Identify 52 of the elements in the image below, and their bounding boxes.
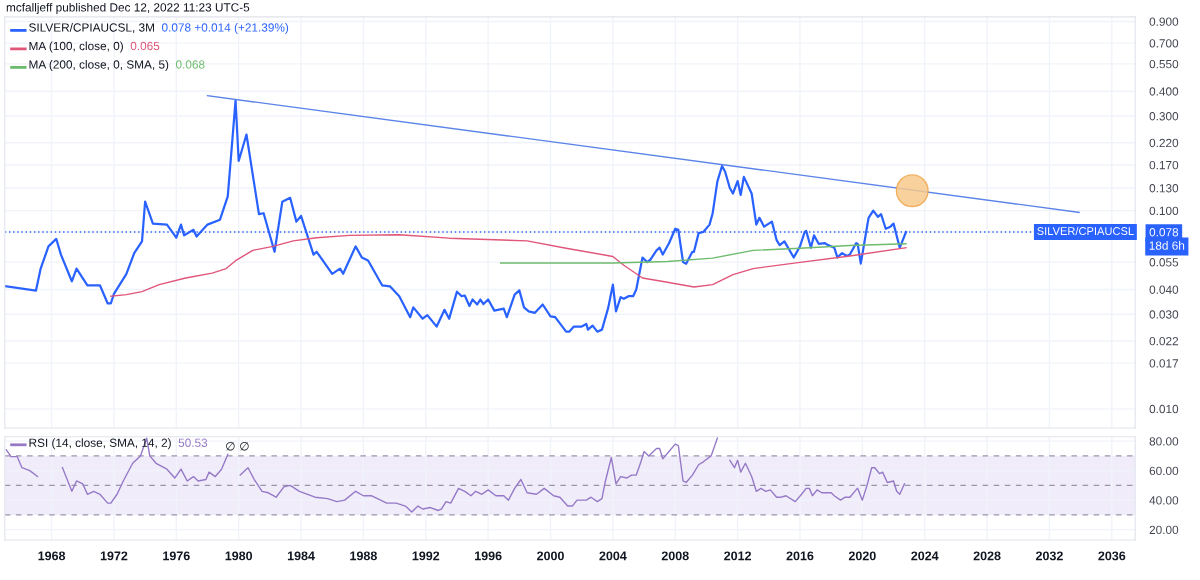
line-series <box>110 234 907 297</box>
y-tick-label: 0.400 <box>1149 87 1179 96</box>
x-tick-label: 2000 <box>537 551 564 561</box>
annotation: ∅ ∅ <box>226 441 249 451</box>
y-tick-label: 0.022 <box>1149 336 1179 346</box>
x-tick-label: 1992 <box>412 551 440 561</box>
x-tick-label: 2008 <box>661 551 689 561</box>
x-tick-label: 2032 <box>1035 551 1063 561</box>
y-tick-label: 0.700 <box>1149 39 1179 48</box>
x-tick-label: 1996 <box>475 551 502 561</box>
legend-label: RSI (14, close, SMA, 14, 2) <box>29 438 171 450</box>
y-tick-label: 80.00 <box>1149 437 1179 446</box>
x-tick-label: 2024 <box>911 551 939 561</box>
legend-label: SILVER/CPIAUCSL, 3M <box>29 22 154 34</box>
x-tick-label: 2016 <box>786 551 814 561</box>
x-tick-label: 1976 <box>163 551 190 561</box>
x-tick-label: 2012 <box>724 551 752 561</box>
annotation: 50.53 <box>178 438 208 447</box>
x-tick-label: 1968 <box>38 551 66 561</box>
y-tick-label: 0.040 <box>1149 285 1179 294</box>
x-tick-label: 1984 <box>287 551 315 561</box>
y-tick-label: 40.00 <box>1149 496 1179 505</box>
annotation: 0.078 +0.014 (+21.39%) <box>161 22 289 34</box>
x-tick-label: 1980 <box>225 551 253 561</box>
y-tick-label: 60.00 <box>1149 466 1179 476</box>
y-tick-label: 0.300 <box>1149 112 1179 121</box>
x-tick-label: 2004 <box>599 551 627 561</box>
ref-line-label: SILVER/CPIAUCSL <box>1037 226 1134 235</box>
x-tick-label: 1988 <box>350 551 377 561</box>
line-series <box>499 243 907 264</box>
x-tick-label: 2020 <box>848 551 876 561</box>
y-tick-label: 0.100 <box>1149 206 1179 216</box>
y-tick-label: 20.00 <box>1149 525 1179 535</box>
y-tick-label: 0.170 <box>1149 160 1179 170</box>
legend-label: MA (100, close, 0) <box>29 41 123 53</box>
y-tick-label: 0.030 <box>1149 310 1179 319</box>
x-tick-label: 2036 <box>1098 551 1126 561</box>
y-tick-label: 0.017 <box>1149 359 1179 368</box>
legend-label: MA (200, close, 0, SMA, 5) <box>29 60 169 71</box>
y-tick-label: 0.550 <box>1149 59 1179 69</box>
text: 18d 6h <box>1149 241 1185 250</box>
y-tick-label: 0.055 <box>1149 258 1179 267</box>
x-tick-label: 1972 <box>100 551 128 561</box>
chart-title: mcfalljeff published Dec 12, 2022 11:23 UTC-5 <box>6 2 250 14</box>
y-tick-label: 0.078 <box>1149 228 1179 237</box>
x-tick-label: 2028 <box>973 551 1001 561</box>
y-tick-label: 0.010 <box>1149 404 1179 414</box>
annotation: 0.065 <box>130 41 160 51</box>
y-tick-label: 0.130 <box>1149 184 1179 193</box>
y-tick-label: 0.220 <box>1149 138 1179 148</box>
annotation: 0.068 <box>175 60 205 69</box>
y-tick-label: 0.900 <box>1149 17 1179 26</box>
